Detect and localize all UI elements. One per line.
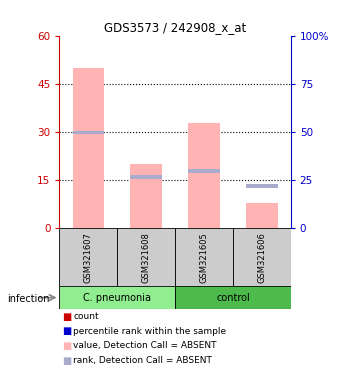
Text: GSM321606: GSM321606: [257, 232, 266, 283]
Text: infection: infection: [7, 294, 49, 304]
FancyBboxPatch shape: [59, 228, 117, 286]
Text: rank, Detection Call = ABSENT: rank, Detection Call = ABSENT: [73, 356, 212, 365]
FancyBboxPatch shape: [175, 228, 233, 286]
Bar: [72, 68, 104, 228]
Bar: [72, 131, 104, 134]
Text: value, Detection Call = ABSENT: value, Detection Call = ABSENT: [73, 341, 217, 351]
Text: C. pneumonia: C. pneumonia: [83, 293, 151, 303]
Text: control: control: [216, 293, 250, 303]
Text: count: count: [73, 312, 99, 321]
FancyBboxPatch shape: [117, 228, 175, 286]
Bar: [188, 169, 220, 173]
Bar: [130, 175, 162, 179]
Text: ■: ■: [62, 312, 71, 322]
Text: ■: ■: [62, 341, 71, 351]
Title: GDS3573 / 242908_x_at: GDS3573 / 242908_x_at: [104, 21, 246, 34]
FancyBboxPatch shape: [175, 286, 291, 309]
Bar: [246, 184, 278, 188]
Bar: [130, 164, 162, 228]
Bar: [246, 203, 278, 228]
FancyBboxPatch shape: [59, 286, 175, 309]
Text: GSM321608: GSM321608: [142, 232, 151, 283]
Bar: [188, 123, 220, 228]
Text: percentile rank within the sample: percentile rank within the sample: [73, 327, 226, 336]
FancyBboxPatch shape: [233, 228, 291, 286]
Text: ■: ■: [62, 356, 71, 366]
Text: GSM321605: GSM321605: [200, 232, 208, 283]
Text: ■: ■: [62, 326, 71, 336]
Text: GSM321607: GSM321607: [84, 232, 93, 283]
